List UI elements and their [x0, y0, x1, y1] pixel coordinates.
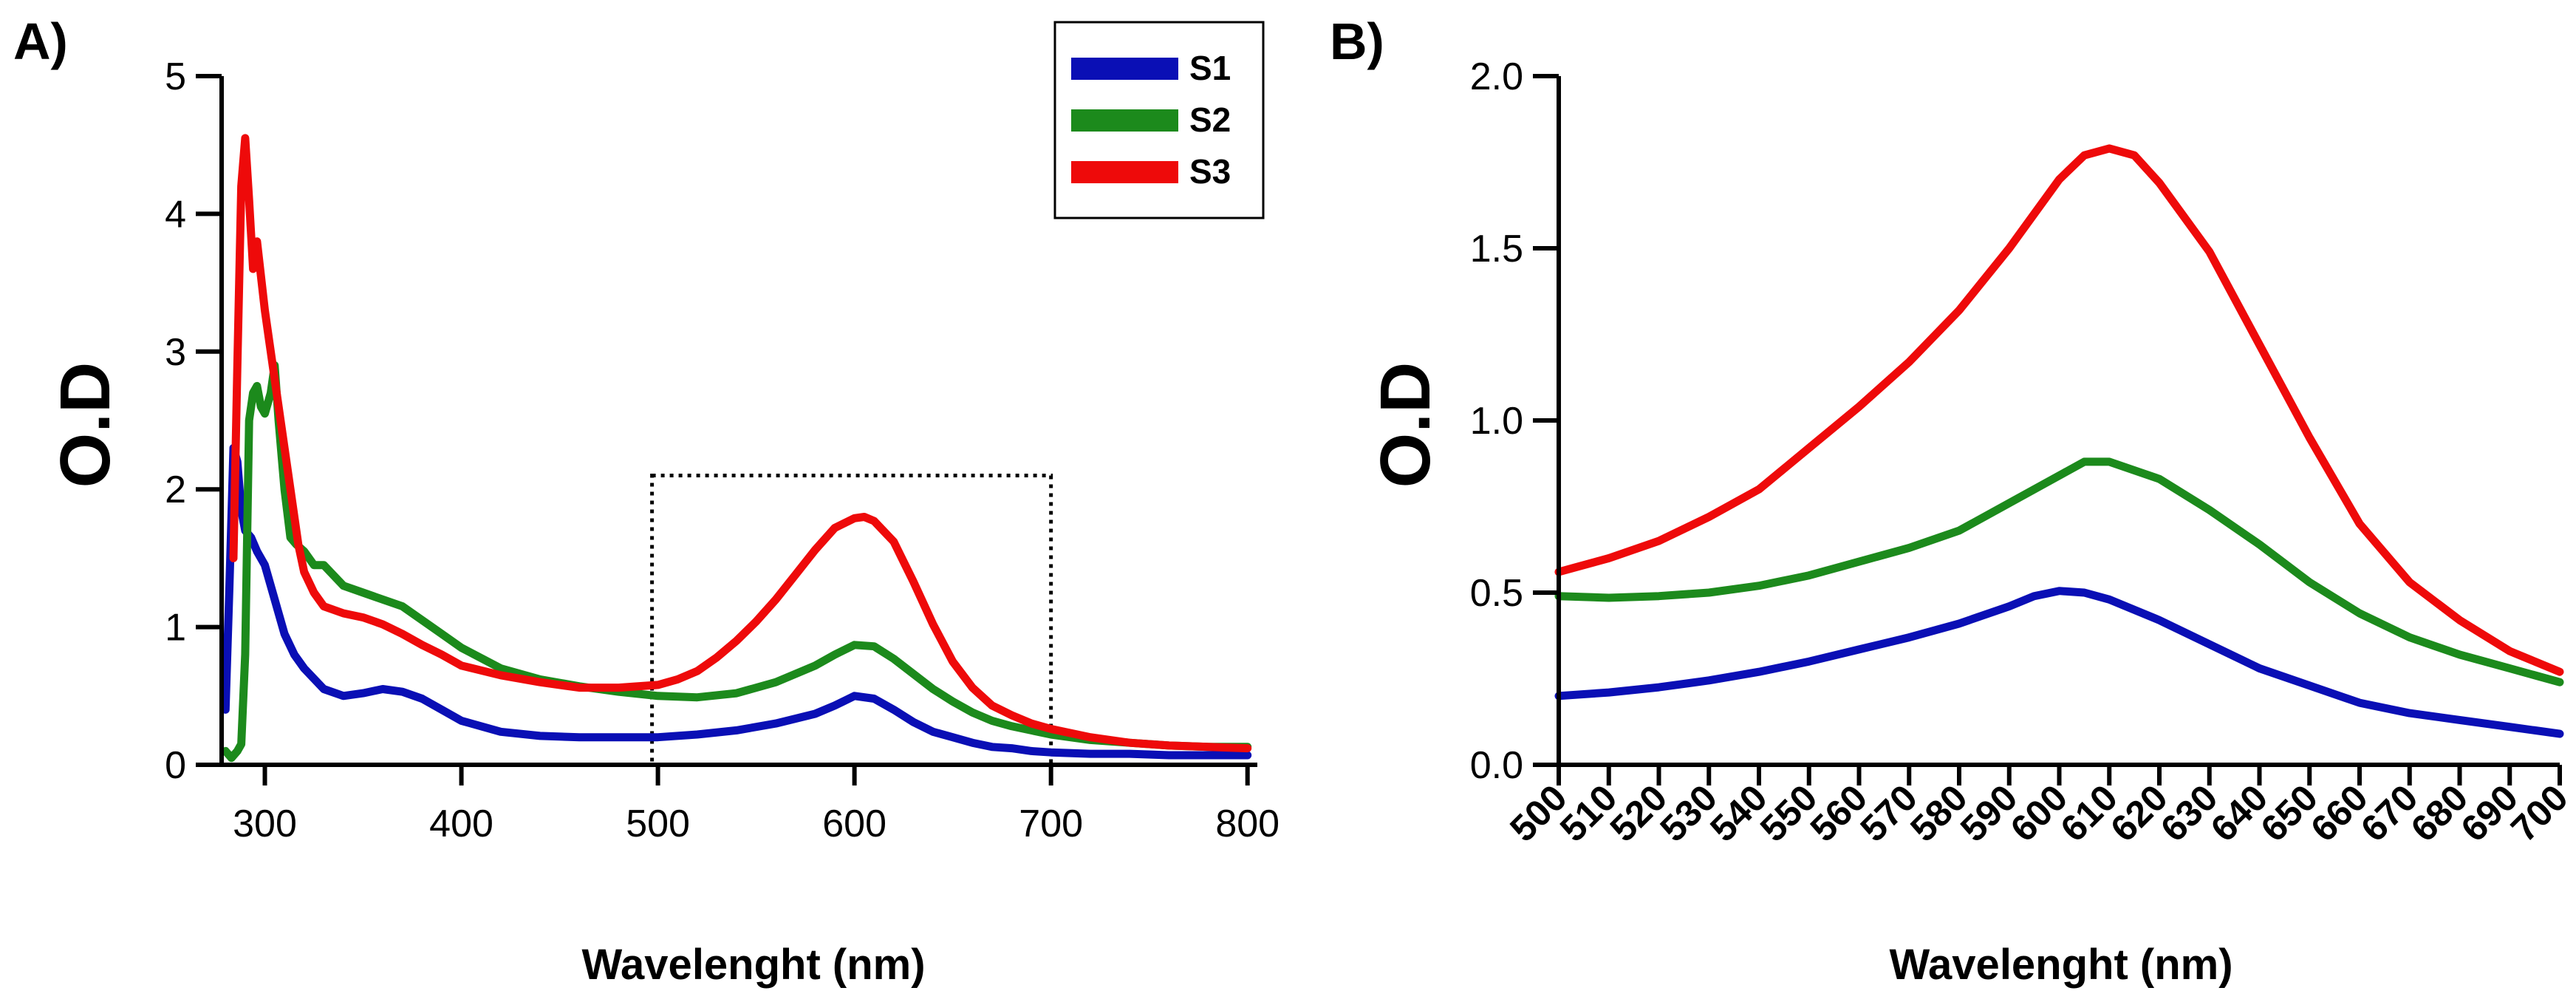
x-tick-label: 300	[233, 802, 297, 845]
legend: S1 S2 S3	[1053, 21, 1265, 219]
panel-b-ylabel: O.D	[1366, 362, 1445, 488]
x-tick-label: 500	[626, 802, 690, 845]
y-tick-label: 4	[165, 193, 186, 236]
series-line-s1	[1554, 587, 2564, 738]
legend-swatch-s1	[1071, 58, 1178, 80]
legend-label-s1: S1	[1189, 49, 1231, 87]
series-line-s3	[229, 134, 1252, 753]
panel-b-xlabel: Wavelenght (nm)	[1889, 941, 2232, 989]
x-tick-label: 400	[429, 802, 493, 845]
legend-label-s3: S3	[1189, 152, 1231, 191]
x-tick-label: 700	[1019, 802, 1083, 845]
y-tick-label: 3	[165, 331, 186, 374]
x-tick-label: 800	[1215, 802, 1280, 845]
panel-b-letter: B)	[1330, 13, 1384, 70]
y-tick-label: 1.0	[1470, 400, 1523, 443]
x-tick-label: 600	[822, 802, 886, 845]
x-tick-label: 700	[2503, 777, 2576, 850]
series-line-s3	[1554, 144, 2564, 676]
y-tick-label: 0.5	[1470, 572, 1523, 615]
y-tick-label: 0.0	[1470, 744, 1523, 787]
panel-a-plot-area: 0 1 2 3 4 5 300 400 500 600 700 800	[165, 55, 1280, 845]
y-tick-label: 1	[165, 607, 186, 650]
legend-label-s2: S2	[1189, 100, 1231, 139]
panel-a-xlabel: Wavelenght (nm)	[581, 941, 925, 989]
series-line-s2	[221, 361, 1252, 763]
panel-b: B) O.D Wavelenght (nm) 0.00.51.01.52.050…	[1330, 13, 2576, 989]
y-tick-label: 2	[165, 468, 186, 511]
legend-swatch-s3	[1071, 161, 1178, 183]
y-tick-label: 2.0	[1470, 55, 1523, 98]
panel-a-letter: A)	[13, 13, 68, 70]
legend-swatch-s2	[1071, 109, 1178, 132]
series-line-s1	[221, 443, 1252, 760]
panel-a: A) O.D Wavelenght (nm) 0 1 2 3 4 5 300 400 500 60…	[13, 13, 1280, 989]
y-tick-label: 1.5	[1470, 228, 1523, 270]
y-tick-label: 5	[165, 55, 186, 98]
y-tick-label: 0	[165, 744, 186, 787]
panel-b-plot-area: 0.00.51.01.52.05005105205305405505605705…	[1470, 55, 2576, 850]
series-line-s2	[1554, 457, 2564, 686]
panel-a-ylabel: O.D	[46, 362, 125, 488]
